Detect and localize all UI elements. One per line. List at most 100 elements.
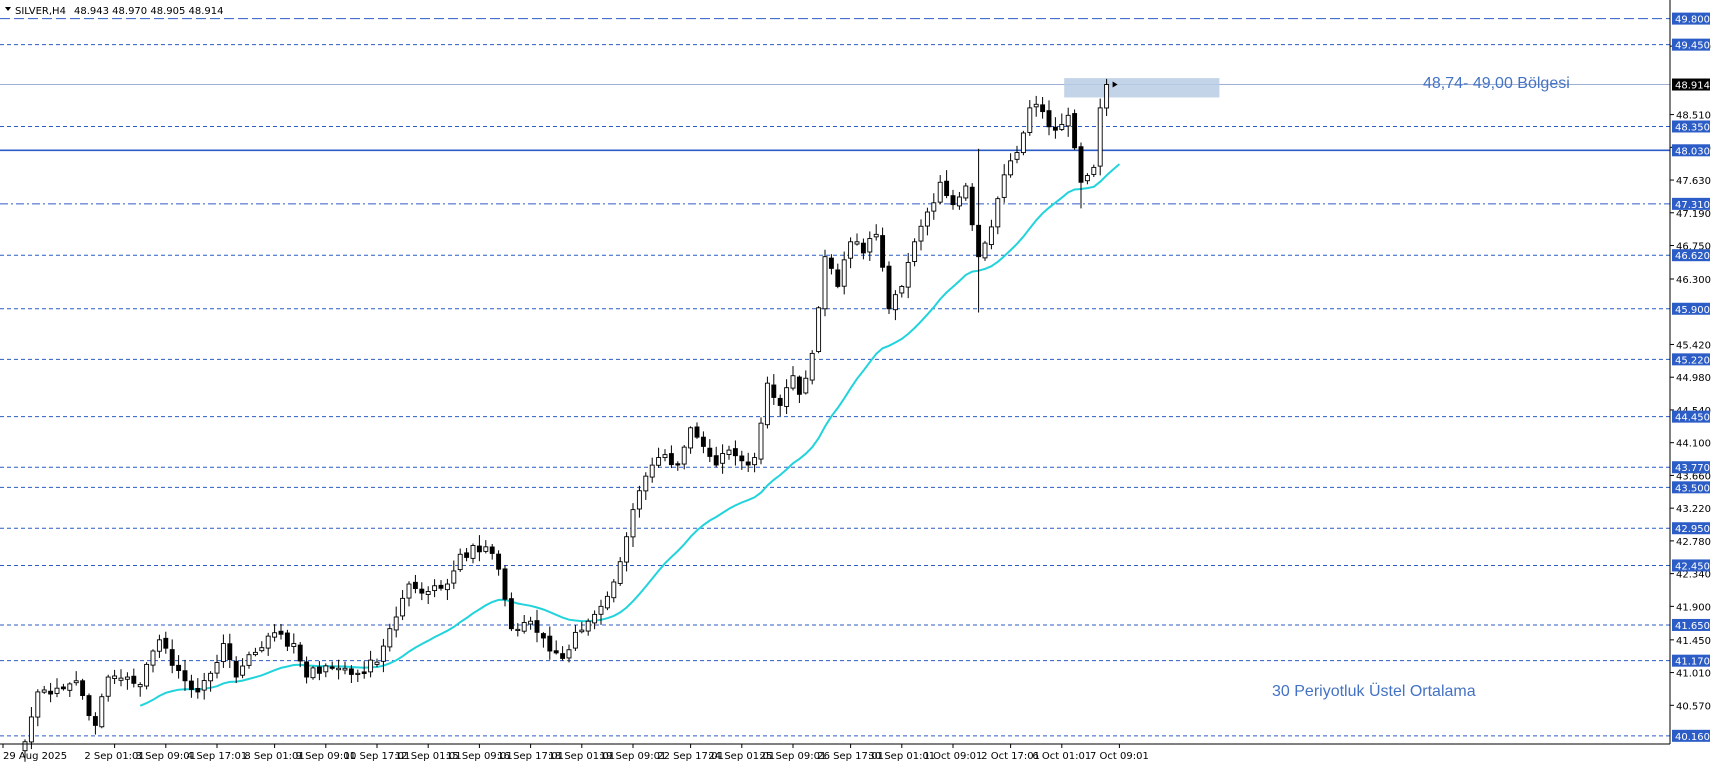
candle-17: [131, 668, 137, 688]
candle-body-down: [316, 666, 322, 674]
candle-body-up: [566, 649, 572, 659]
candle-79: [528, 616, 534, 630]
y-tick-label: 45.420: [1676, 340, 1711, 351]
candle-body-up: [656, 457, 662, 466]
y-tick-label: 41.010: [1676, 669, 1711, 680]
candle-body-up: [982, 242, 988, 259]
candle-body-down: [886, 265, 892, 310]
candle-body-up: [1084, 175, 1090, 182]
candle-body-down: [195, 687, 201, 693]
candle-body-up: [624, 536, 630, 563]
candle-body-up: [444, 583, 450, 591]
candle-body-up: [451, 570, 457, 584]
level-badge-label: 43.770: [1675, 463, 1710, 474]
candle-body-down: [950, 195, 956, 206]
candle-36: [252, 647, 258, 657]
candle-84: [560, 646, 566, 661]
candle-body-up: [220, 643, 226, 663]
candle-body-down: [547, 635, 553, 652]
candle-body-up: [336, 667, 342, 671]
y-tick-labels: 49.43048.51048.07047.63047.19046.75046.3…: [1670, 42, 1711, 712]
x-tick-label: 6 Oct 01:01: [1032, 751, 1091, 762]
candle-24: [176, 655, 182, 679]
candle-98: [649, 457, 655, 483]
x-tick-label: 1 Oct 09:01: [924, 751, 983, 762]
level-badge-label: 41.650: [1675, 621, 1710, 632]
candle-body-up: [848, 241, 854, 259]
level-badge-7: 45.220: [1672, 353, 1710, 366]
time-axis[interactable]: 29 Aug 2025 2 Sep 01:013 Sep 09:014 Sep 1…: [0, 743, 1670, 762]
candle-121: [796, 375, 802, 404]
level-badge-13: 41.650: [1672, 618, 1710, 632]
candle-54: [368, 650, 374, 678]
candle-151: [988, 219, 994, 250]
candle-62: [419, 582, 425, 601]
candle-52: [355, 669, 361, 683]
candle-body-down: [796, 376, 802, 395]
candle-body-down: [48, 690, 54, 695]
candle-body-down: [233, 660, 239, 678]
candle-9: [80, 678, 86, 700]
candle-body-up: [617, 561, 623, 584]
candle-1: [28, 707, 34, 750]
candle-body-down: [835, 269, 841, 287]
candle-148: [969, 183, 975, 231]
candle-body-down: [969, 186, 975, 226]
candle-144: [944, 170, 950, 199]
x-tick-label: 29 Aug 2025: [3, 751, 67, 762]
level-badge-11: 42.950: [1672, 522, 1710, 535]
y-tick-label: 46.300: [1676, 275, 1711, 286]
y-tick-label: 46.750: [1676, 242, 1711, 253]
price-axis[interactable]: 49.43048.51048.07047.63047.19046.75046.3…: [1669, 0, 1711, 744]
candle-body-down: [502, 568, 508, 600]
candle-80: [534, 609, 540, 643]
candle-body-up: [67, 683, 73, 691]
candle-20: [150, 649, 156, 673]
candle-body-up: [432, 585, 438, 592]
candle-47: [323, 663, 329, 678]
candle-100: [662, 449, 668, 462]
candle-104: [688, 426, 694, 454]
current-price-badge: 48.914: [1672, 78, 1710, 92]
candle-70: [470, 543, 476, 564]
y-tick-label: 44.100: [1676, 439, 1711, 450]
candle-95: [630, 503, 636, 547]
dropdown-triangle-icon[interactable]: [5, 7, 11, 11]
candle-122: [803, 370, 809, 395]
candle-body-up: [470, 545, 476, 559]
candle-body-up: [1020, 132, 1026, 154]
candle-body-up: [1097, 107, 1103, 167]
candle-88: [585, 618, 591, 636]
y-tick-label: 47.630: [1676, 176, 1711, 187]
x-tick-label: 2 Oct 17:01: [981, 751, 1040, 762]
level-badge-1: 49.450: [1672, 38, 1710, 52]
candle-86: [572, 625, 578, 651]
candle-14: [112, 669, 118, 684]
candle-40: [278, 623, 284, 640]
level-badge-bg: [1672, 729, 1710, 742]
candle-body-down: [700, 436, 706, 447]
candle-body-up: [873, 233, 879, 238]
candle-128: [841, 251, 847, 295]
candlesticks: [22, 78, 1118, 762]
candle-body-down: [188, 680, 194, 690]
candle-body-up: [803, 377, 809, 394]
candle-body-down: [713, 455, 719, 466]
candle-67: [451, 560, 457, 589]
candle-82: [547, 626, 553, 660]
candle-29: [208, 671, 214, 692]
candle-63: [425, 586, 431, 605]
y-tick-label: 48.510: [1676, 111, 1711, 122]
candle-16: [124, 672, 130, 690]
candle-132: [867, 231, 873, 261]
candle-body-up: [400, 597, 406, 617]
candle-103: [681, 445, 687, 470]
candle-body-up: [643, 475, 649, 492]
level-badge-15: 40.160: [1672, 729, 1710, 743]
candle-body-up: [758, 422, 764, 460]
candle-22: [163, 631, 169, 654]
candle-8: [73, 671, 79, 686]
candle-140: [918, 219, 924, 251]
candle-118: [777, 394, 783, 417]
